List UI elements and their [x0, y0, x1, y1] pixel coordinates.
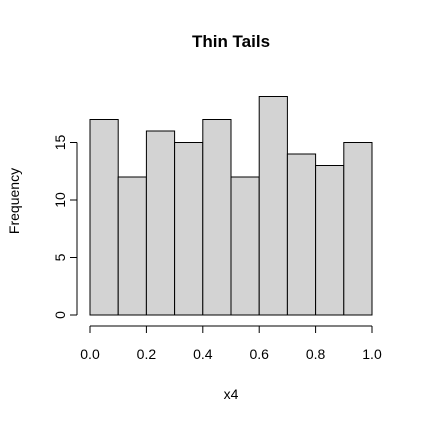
x-tick-label: 1.0	[362, 346, 382, 362]
histogram-bar-2	[117, 176, 147, 316]
bars-group	[89, 96, 373, 316]
chart-title: Thin Tails	[192, 32, 270, 51]
histogram-bar-1	[89, 119, 119, 316]
x-tick-label: 0.2	[137, 346, 157, 362]
histogram-bar-9	[315, 165, 345, 316]
y-axis-label: Frequency	[6, 168, 22, 234]
histogram-bar-6	[230, 176, 260, 316]
y-tick-label: 10	[52, 192, 68, 208]
histogram-bar-7	[258, 96, 288, 316]
x-axis-label: x4	[224, 386, 239, 402]
x-axis: 0.0 0.2 0.4 0.6 0.8 1.0	[80, 325, 382, 362]
histogram-bar-4	[174, 142, 204, 316]
x-tick-label: 0.0	[80, 346, 100, 362]
y-tick-label: 0	[52, 311, 68, 319]
y-tick-label: 15	[52, 135, 68, 151]
x-tick-label: 0.4	[193, 346, 213, 362]
histogram-bar-3	[145, 130, 176, 316]
histogram-bar-10	[343, 142, 373, 316]
y-axis: 0 5 10 15	[52, 135, 78, 319]
y-tick-label: 5	[52, 253, 68, 261]
histogram-bar-5	[202, 119, 232, 316]
x-tick-label: 0.8	[306, 346, 326, 362]
histogram-bar-8	[286, 153, 317, 316]
x-tick-label: 0.6	[249, 346, 269, 362]
